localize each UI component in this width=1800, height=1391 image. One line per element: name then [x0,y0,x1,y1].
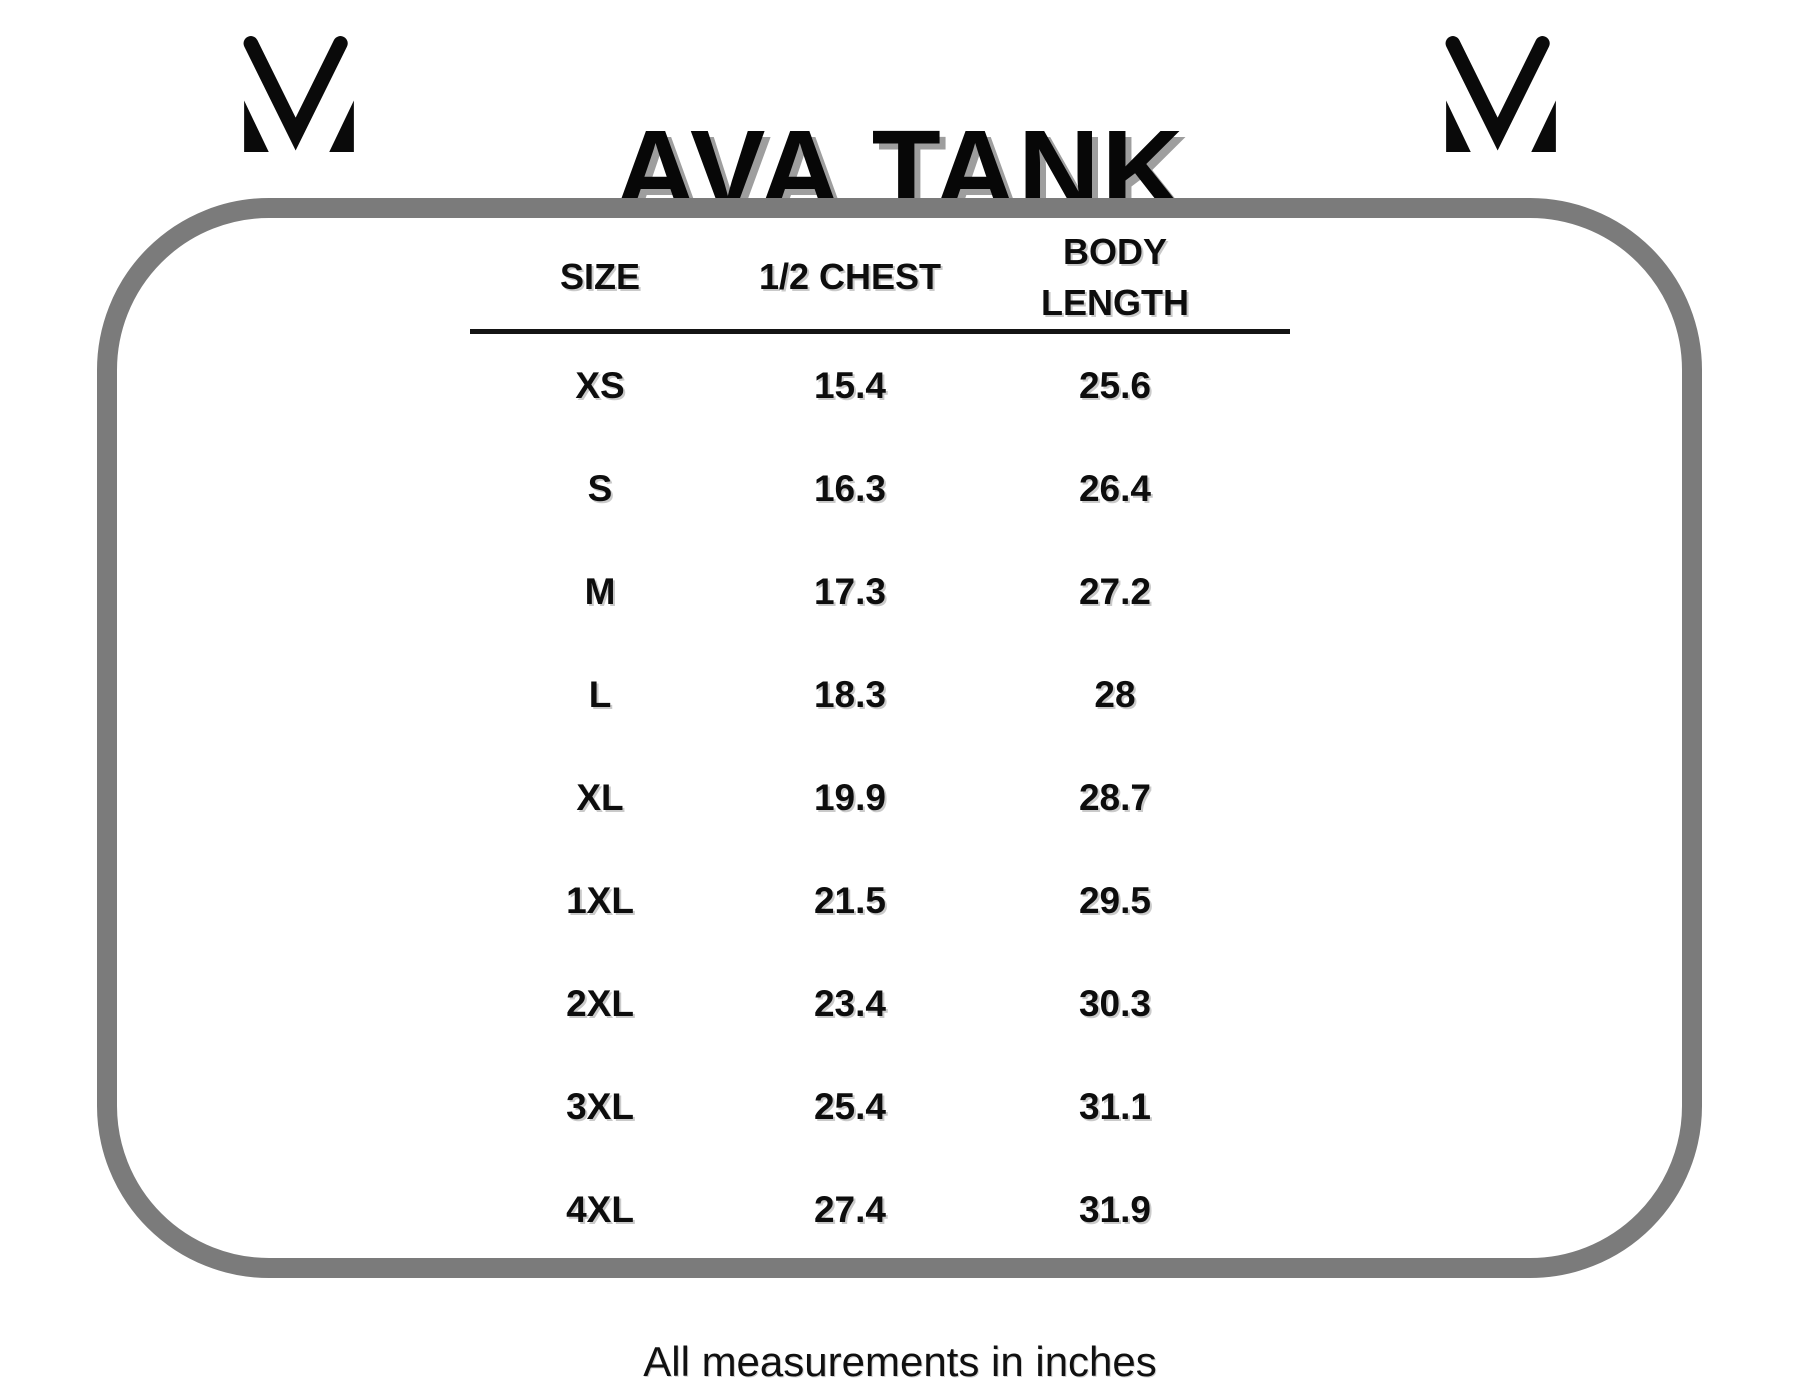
size-label: XS [575,364,625,406]
column-header-size: SIZE [559,256,640,298]
size-label: S [587,467,613,509]
table-row-4xl: 4XL 27.4 31.9 [470,1158,1260,1261]
half-chest-value: 21.5 [813,879,886,921]
table-row-xl: XL 19.9 28.7 [470,746,1260,849]
size-label: 2XL [566,982,634,1024]
size-label: XL [576,776,624,818]
table-row-1xl: 1XL 21.5 29.5 [470,849,1260,952]
half-chest-value: 17.3 [813,570,886,612]
half-chest-value: 18.3 [813,673,886,715]
size-label: L [588,673,612,715]
half-chest-value: 16.3 [813,467,886,509]
half-chest-value: 15.4 [813,364,886,406]
brand-monogram-icon [242,36,356,152]
brand-monogram-icon [1444,36,1558,152]
body-length-value: 29.5 [1078,879,1151,921]
column-header-half-chest: 1/2 CHEST [758,256,942,298]
body-length-value: 30.3 [1078,982,1151,1024]
body-length-value: 28.7 [1078,776,1151,818]
half-chest-value: 23.4 [813,982,886,1024]
size-chart-body: XS 15.4 25.6 S 16.3 26.4 M 17.3 27.2 L 1… [0,334,1800,1261]
size-label: 3XL [566,1085,634,1127]
body-length-value: 25.6 [1078,364,1151,406]
body-length-value: 31.1 [1078,1085,1151,1127]
body-length-value: 26.4 [1078,467,1151,509]
size-chart-header-row: SIZE 1/2 CHEST BODY LENGTH [470,224,1260,330]
header-divider-line [470,329,1290,334]
table-row-m: M 17.3 27.2 [470,540,1260,643]
table-row-3xl: 3XL 25.4 31.1 [470,1055,1260,1158]
size-chart-frame [97,198,1702,1278]
size-label: 1XL [566,879,634,921]
size-label: M [584,570,616,612]
size-label: 4XL [566,1188,634,1230]
body-length-value: 28 [1094,673,1136,715]
column-header-body-length: BODY LENGTH [1041,230,1189,323]
body-length-value: 31.9 [1078,1188,1151,1230]
table-row-xs: XS 15.4 25.6 [470,334,1260,437]
table-row-s: S 16.3 26.4 [470,437,1260,540]
half-chest-value: 25.4 [813,1085,886,1127]
table-row-2xl: 2XL 23.4 30.3 [470,952,1260,1055]
half-chest-value: 27.4 [813,1188,886,1230]
table-row-l: L 18.3 28 [470,643,1260,746]
half-chest-value: 19.9 [813,776,886,818]
measurements-unit-note: All measurements in inches [643,1338,1157,1385]
body-length-value: 27.2 [1078,570,1151,612]
